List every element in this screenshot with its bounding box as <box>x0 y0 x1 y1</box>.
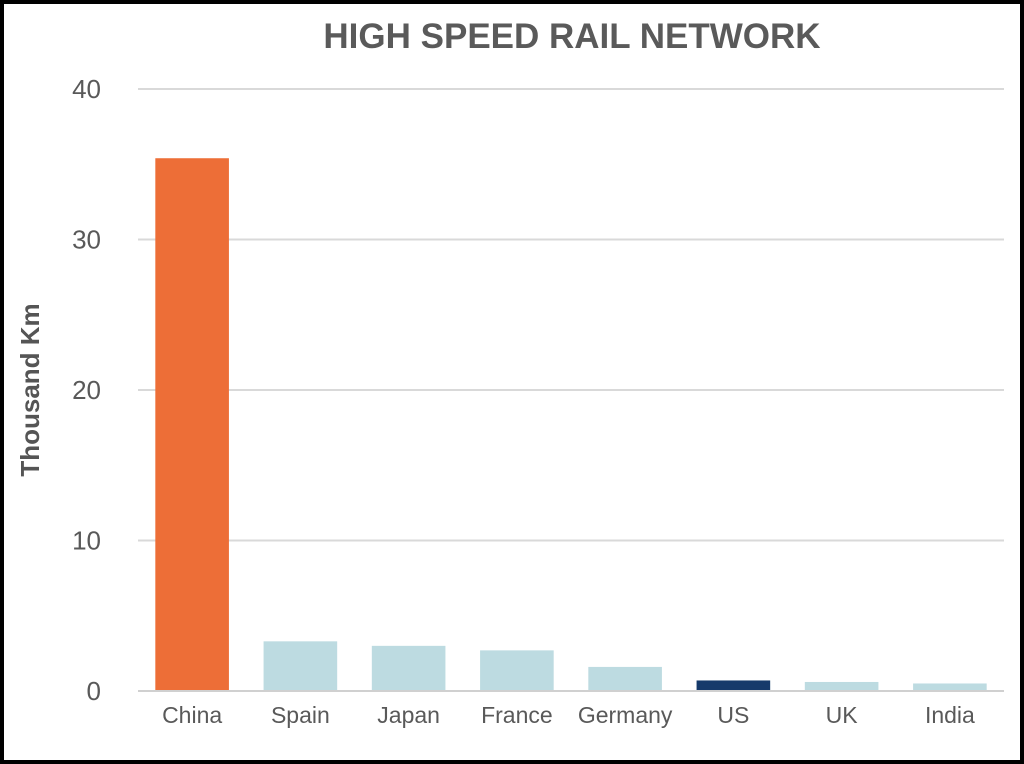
y-tick-label: 10 <box>72 526 101 556</box>
y-tick-label: 20 <box>72 375 101 405</box>
bar-us <box>696 680 771 691</box>
x-axis-ticks: China Spain Japan France Germany US UK India <box>162 702 975 728</box>
x-tick-label-japan: Japan <box>377 702 440 728</box>
x-tick-label-us: US <box>717 702 749 728</box>
x-tick-label-uk: UK <box>826 702 859 728</box>
y-tick-label: 40 <box>72 74 101 104</box>
y-axis-ticks: 0 10 20 30 40 <box>72 74 101 706</box>
bar-china <box>155 158 229 692</box>
bar-france <box>480 650 554 691</box>
x-tick-label-france: France <box>481 702 553 728</box>
bar-india <box>913 683 987 691</box>
x-tick-label-spain: Spain <box>271 702 330 728</box>
gridlines <box>138 88 1004 542</box>
x-tick-label-china: China <box>162 702 222 728</box>
bars <box>155 158 987 692</box>
y-tick-label: 0 <box>87 676 101 706</box>
chart-title: HIGH SPEED RAIL NETWORK <box>323 17 820 56</box>
bar-germany <box>588 666 662 691</box>
bar-uk <box>804 681 879 691</box>
y-tick-label: 30 <box>72 225 101 255</box>
bar-spain <box>263 641 338 691</box>
bar-japan <box>371 645 446 691</box>
x-tick-label-india: India <box>925 702 975 728</box>
x-tick-label-germany: Germany <box>578 702 673 728</box>
y-axis-label: Thousand Km <box>15 303 45 476</box>
